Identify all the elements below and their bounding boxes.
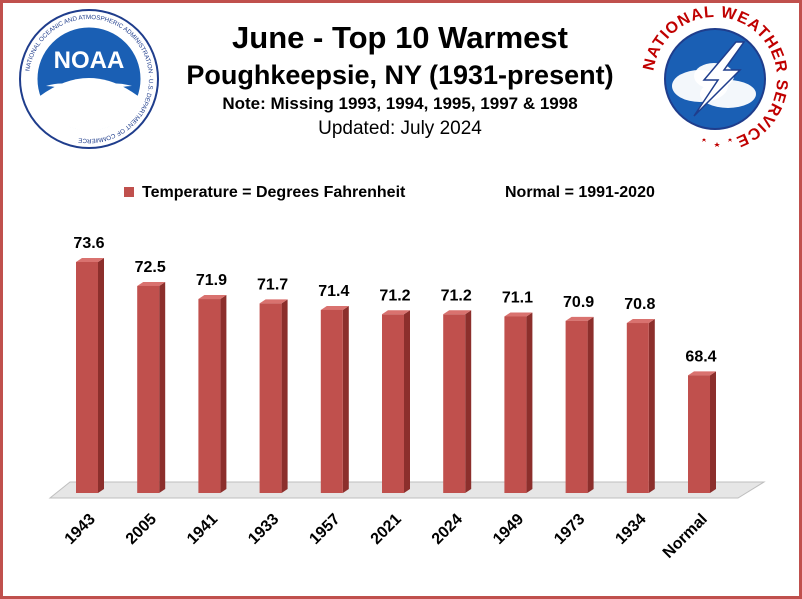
x-tick-label: 1949 bbox=[490, 511, 527, 548]
bar-side bbox=[404, 310, 410, 493]
x-tick-label: 1933 bbox=[245, 511, 282, 548]
bar-top bbox=[198, 295, 227, 300]
star-icon bbox=[702, 138, 706, 142]
star-icon bbox=[714, 142, 720, 147]
bar-front bbox=[626, 323, 649, 493]
x-tick-label: 2005 bbox=[123, 511, 160, 548]
bar-side bbox=[648, 319, 655, 493]
bar-top bbox=[76, 258, 104, 262]
bar-top bbox=[626, 319, 655, 324]
star-icon bbox=[728, 138, 732, 142]
bar-front bbox=[443, 314, 466, 493]
x-tick-label: 1943 bbox=[62, 511, 99, 548]
bar-front bbox=[688, 375, 710, 493]
x-tick-label: 1973 bbox=[551, 511, 588, 548]
bar-side bbox=[159, 281, 166, 493]
chart-titles: June - Top 10 Warmest Poughkeepsie, NY (… bbox=[160, 18, 640, 142]
bar-side bbox=[281, 299, 288, 493]
bar-top bbox=[137, 281, 166, 286]
x-tick-label: Normal bbox=[660, 511, 711, 562]
legend-series: Temperature = Degrees Fahrenheit bbox=[124, 184, 405, 201]
bar-top bbox=[320, 305, 349, 310]
noaa-logo-text: NOAA bbox=[54, 47, 125, 74]
bar-1957 bbox=[320, 305, 349, 493]
bar-front bbox=[259, 303, 282, 493]
bar-normal bbox=[688, 371, 716, 493]
bar-front bbox=[76, 262, 98, 493]
data-label: 73.6 bbox=[73, 235, 104, 252]
updated-date: Updated: July 2024 bbox=[318, 118, 482, 139]
bar-front bbox=[382, 314, 404, 493]
data-label: 71.1 bbox=[502, 289, 533, 306]
bar-2021 bbox=[382, 310, 410, 493]
bar-front bbox=[137, 285, 160, 493]
bar-side bbox=[98, 258, 104, 493]
bar-top bbox=[259, 299, 288, 304]
bar-1973 bbox=[565, 316, 594, 493]
bar-side bbox=[710, 371, 716, 493]
legend-normal-label: Normal = 1991-2020 bbox=[505, 184, 655, 201]
bar-top bbox=[688, 371, 716, 376]
bar-side bbox=[465, 310, 472, 493]
data-label: 68.4 bbox=[685, 348, 716, 365]
bar-side bbox=[526, 312, 533, 493]
noaa-logo: NOAA NATIONAL OCEANIC AND ATMOSPHERIC AD… bbox=[18, 8, 160, 150]
bar-1943 bbox=[76, 258, 104, 493]
bar-front bbox=[565, 320, 588, 493]
chart-legend: Temperature = Degrees Fahrenheit Normal … bbox=[124, 184, 655, 202]
data-label: 70.8 bbox=[624, 296, 655, 313]
bar-1934 bbox=[626, 319, 655, 493]
x-tick-label: 1957 bbox=[306, 511, 343, 548]
data-label: 72.5 bbox=[135, 259, 166, 276]
missing-years-note: Note: Missing 1993, 1994, 1995, 1997 & 1… bbox=[222, 94, 578, 113]
data-label: 71.2 bbox=[441, 287, 472, 304]
bar-side bbox=[220, 295, 227, 493]
x-tick-label: 2024 bbox=[429, 511, 466, 548]
data-label: 70.9 bbox=[563, 294, 594, 311]
chart-subtitle: Poughkeepsie, NY (1931-present) bbox=[186, 60, 614, 90]
nws-logo: NATIONAL WEATHER SERVICE bbox=[640, 4, 790, 154]
bar-front bbox=[320, 309, 343, 493]
bar-1949 bbox=[504, 312, 533, 493]
bar-2005 bbox=[137, 281, 166, 493]
bar-top bbox=[443, 310, 472, 315]
bar-front bbox=[504, 316, 527, 493]
legend-swatch bbox=[124, 187, 134, 197]
x-tick-label: 1934 bbox=[612, 511, 649, 548]
legend-series-label: Temperature = Degrees Fahrenheit bbox=[142, 184, 406, 201]
data-label: 71.4 bbox=[318, 283, 349, 300]
bar-front bbox=[198, 299, 221, 493]
data-label: 71.7 bbox=[257, 276, 288, 293]
bar-top bbox=[382, 310, 410, 315]
data-label: 71.9 bbox=[196, 272, 227, 289]
x-tick-label: 1941 bbox=[184, 511, 221, 548]
chart-title: June - Top 10 Warmest bbox=[232, 20, 568, 55]
bar-side bbox=[342, 305, 349, 493]
data-label: 71.2 bbox=[379, 287, 410, 304]
bar-1933 bbox=[259, 299, 288, 493]
bar-2024 bbox=[443, 310, 472, 493]
bar-top bbox=[504, 312, 533, 317]
x-tick-label: 2021 bbox=[368, 511, 405, 548]
bar-side bbox=[587, 316, 594, 493]
bar-top bbox=[565, 316, 594, 321]
bar-1941 bbox=[198, 295, 227, 493]
